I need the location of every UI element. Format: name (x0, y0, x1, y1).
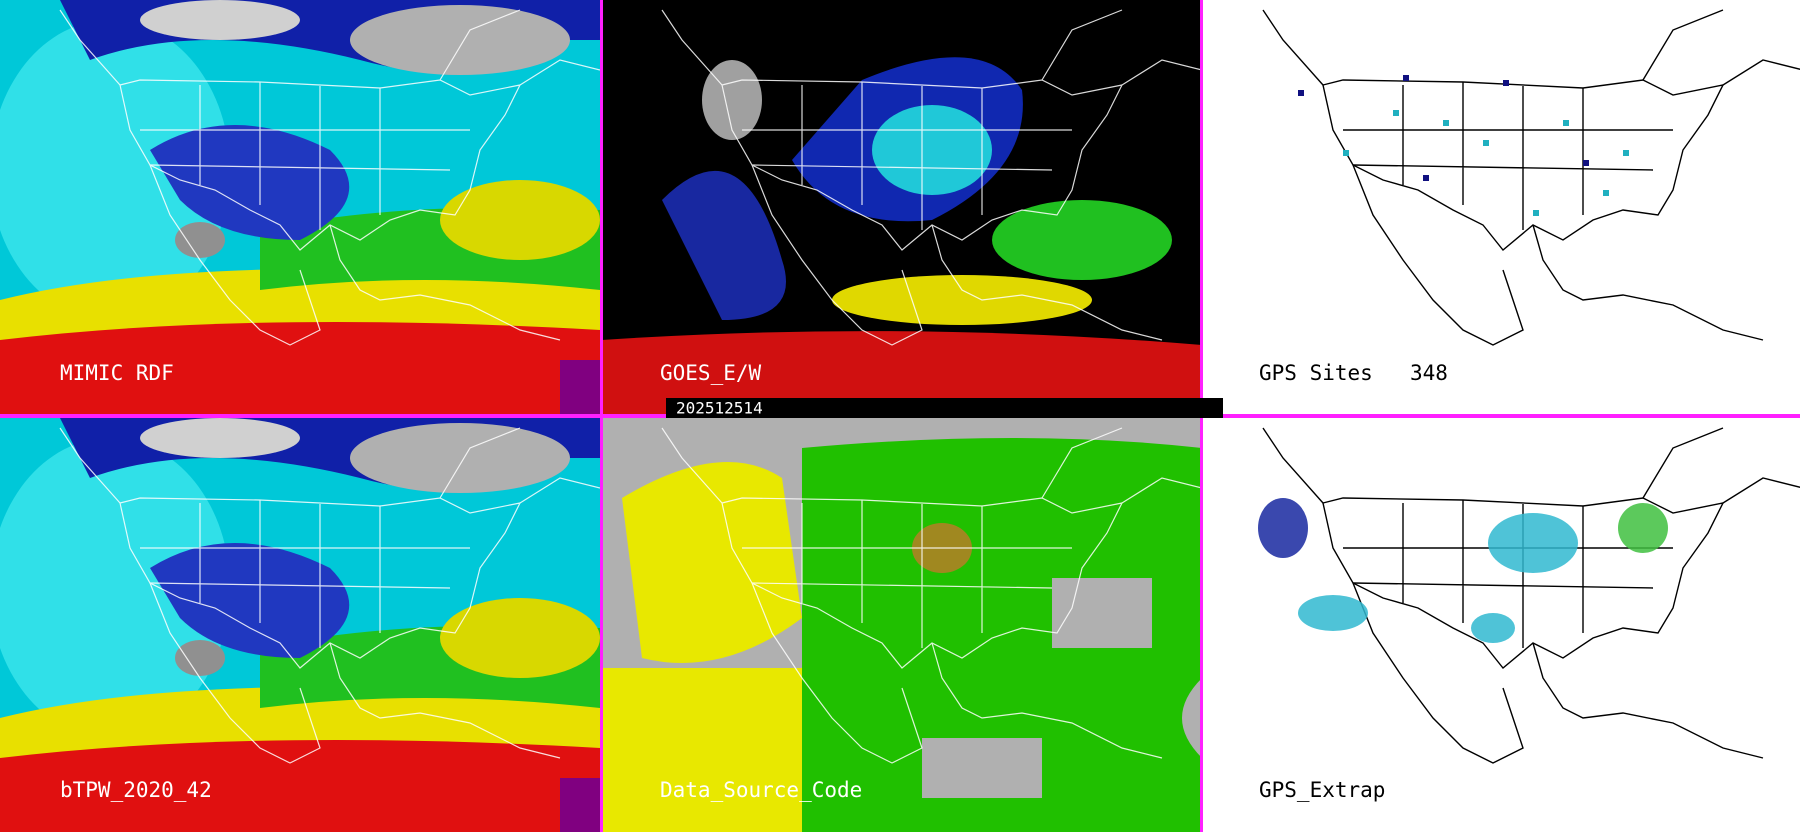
panel-data-source (602, 418, 1202, 832)
panel-gps-sites (1203, 0, 1800, 414)
panel-btpw (0, 418, 600, 832)
timestamp: 202512514 (676, 399, 763, 418)
panel-goes (602, 0, 1202, 414)
panel-gps-extrap (1203, 418, 1800, 832)
timestamp-bar (666, 398, 1223, 418)
panel-label: GOES_E/W (660, 361, 762, 385)
panel-label: bTPW_2020_42 (60, 778, 212, 802)
panel-mimic (0, 0, 600, 414)
panel-label: GPS_Extrap (1259, 778, 1385, 802)
panel-label: Data_Source_Code (660, 778, 862, 802)
panel-label: GPS Sites (1259, 361, 1373, 385)
panel-label: MIMIC RDF (60, 361, 174, 385)
site-count: 348 (1410, 361, 1448, 385)
